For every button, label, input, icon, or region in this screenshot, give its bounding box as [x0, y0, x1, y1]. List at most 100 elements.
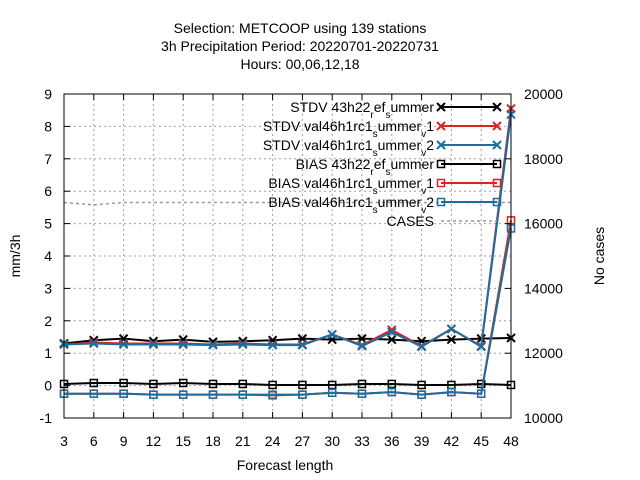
data-point [178, 339, 188, 350]
chart-title: Selection: METCOOP using 139 stations 3h… [161, 20, 439, 72]
data-point [118, 339, 129, 350]
legend-subscript: s [385, 110, 390, 121]
data-point [476, 389, 486, 398]
data-point [327, 380, 337, 390]
legend-subscript: v [421, 186, 426, 197]
legend-marker [436, 159, 446, 169]
data-point [357, 389, 367, 398]
data-point-stroke [327, 329, 337, 340]
legend-item-4: BIAS val46h1rc1summerv1 [268, 175, 502, 197]
y-tick-label: 4 [44, 248, 52, 264]
data-point-stroke [178, 339, 188, 350]
legend-marker [436, 102, 446, 112]
legend-label: BIAS val46h1rc1summerv2 [268, 194, 434, 216]
legend-label: BIAS val46h1rc1summerv1 [268, 175, 434, 197]
legend-subscript: s [373, 186, 378, 197]
legend-text-part: 1 [426, 118, 434, 134]
legend-subscript: r [370, 110, 374, 121]
legend-subscript: s [373, 205, 378, 216]
x-tick-label: 48 [503, 433, 519, 449]
data-point-stroke [387, 327, 397, 337]
legend-marker-stroke [436, 140, 446, 150]
x-tick-label: 24 [265, 433, 281, 449]
legend-text-part: ef [374, 156, 386, 172]
legend-marker [436, 197, 446, 207]
data-point-stroke [476, 342, 486, 352]
ticks: 3 6 9 12 15 18 21 24 27 30 33 36 39 42 45 48-1012345678… [40, 86, 564, 449]
legend-text-part: STDV 43h22 [290, 99, 370, 115]
series-4 [59, 216, 516, 400]
legend-item-6: CASES [387, 213, 497, 229]
x-tick-label: 12 [146, 433, 162, 449]
legend-text-part: 1 [426, 175, 434, 191]
series-line [63, 336, 512, 345]
y-tick-label: 0 [44, 378, 52, 394]
data-point [89, 378, 99, 388]
legend-text-part: BIAS val46h1rc1 [268, 175, 372, 191]
series-layer [59, 103, 516, 400]
data-point-stroke [446, 334, 457, 345]
legend-text-part: ummer [390, 156, 434, 172]
data-point [327, 388, 337, 397]
y-tick-label: 7 [44, 151, 52, 167]
y-tick-label: -1 [40, 410, 53, 426]
data-point [178, 390, 188, 399]
x-axis-label: Forecast length [237, 457, 334, 473]
data-point [238, 390, 248, 399]
data-point [149, 390, 158, 399]
data-point [89, 389, 99, 398]
x-tick-label: 33 [354, 433, 370, 449]
y-tick-label: 5 [44, 216, 52, 232]
legend-text-part: CASES [387, 213, 434, 229]
data-point [149, 379, 158, 389]
data-point-stroke [208, 340, 218, 350]
data-point [417, 390, 426, 399]
data-point-stroke [238, 339, 248, 350]
data-point-stroke [89, 338, 99, 349]
legend-marker [436, 140, 446, 150]
y-tick-label: 3 [44, 280, 52, 296]
y-tick-label: 2 [44, 313, 52, 329]
data-point [446, 334, 457, 345]
data-point-stroke [416, 342, 427, 352]
legend-marker [492, 159, 502, 169]
data-point [148, 339, 159, 350]
x-tick-label: 39 [414, 433, 430, 449]
x-tick-label: 36 [384, 433, 400, 449]
data-point [446, 324, 457, 334]
x-tick-label: 30 [324, 433, 340, 449]
data-point [357, 379, 367, 389]
x-tick-label: 6 [90, 433, 98, 449]
data-point [268, 380, 277, 390]
legend-item-1: STDV val46h1rc1summerv1 [263, 118, 502, 140]
data-point [89, 338, 99, 349]
series-line [63, 201, 511, 206]
legend-item-2: STDV val46h1rc1summerv2 [263, 137, 502, 159]
data-point [119, 378, 128, 388]
x-tick-label: 45 [473, 433, 489, 449]
data-point [297, 340, 308, 350]
series-line [64, 228, 512, 396]
legend-item-0: STDV 43h22refsummer [290, 99, 502, 121]
data-point [208, 379, 218, 389]
legend-marker [492, 121, 502, 131]
data-point-stroke [357, 341, 367, 351]
legend-item-3: BIAS 43h22refsummer [296, 156, 502, 178]
data-point [268, 390, 277, 399]
legend-marker-stroke [436, 102, 446, 112]
data-point [417, 380, 426, 390]
data-point-stroke [387, 334, 397, 345]
y-tick-label: 9 [44, 86, 52, 102]
y-tick-label: 8 [44, 118, 52, 134]
legend-text-part: ummer [378, 175, 422, 191]
y2-tick-label: 16000 [524, 216, 563, 232]
data-point [476, 342, 486, 352]
legend-marker [492, 102, 502, 112]
data-point-stroke [446, 324, 457, 334]
x-tick-label: 27 [295, 433, 311, 449]
legend-subscript: s [373, 129, 378, 140]
legend-marker [436, 178, 446, 188]
legend-label: STDV val46h1rc1summerv2 [263, 137, 434, 159]
